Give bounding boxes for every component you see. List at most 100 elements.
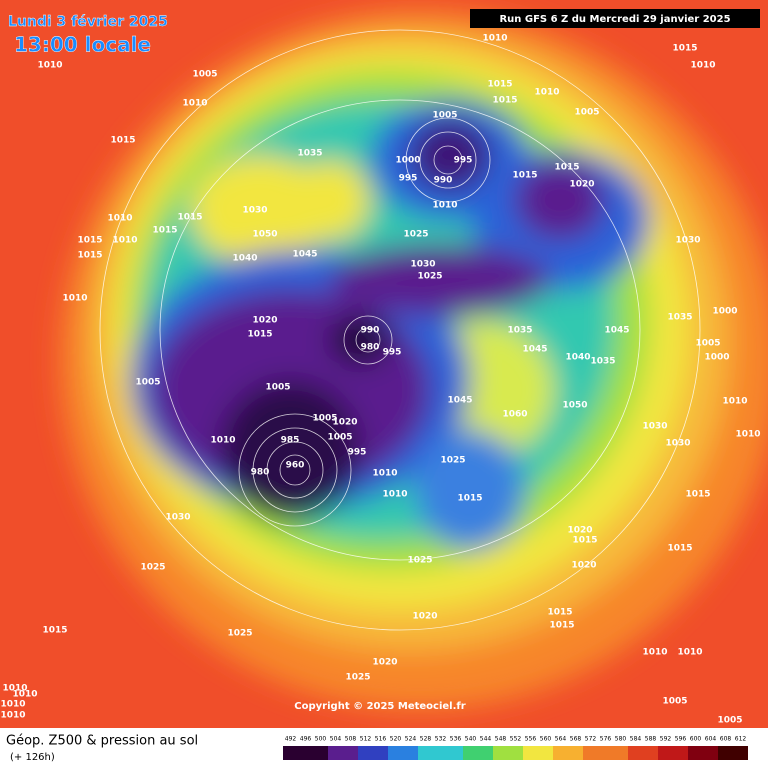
- isobar-label: 1005: [265, 383, 290, 393]
- isobar-label: 1035: [590, 357, 615, 367]
- isobar-label: 1010: [642, 648, 667, 658]
- isobar-label: 1005: [327, 433, 352, 443]
- legend-value: 564: [555, 736, 567, 743]
- isobar-label: 1015: [492, 96, 517, 106]
- color-swatch: [598, 746, 613, 760]
- isobar-label: 1015: [672, 44, 697, 54]
- color-swatch: [478, 746, 493, 760]
- legend-value: 532: [435, 736, 447, 743]
- isobar-label: 1000: [704, 353, 729, 363]
- isobar-labels: 1010100510101015103510301015101510101015…: [0, 34, 760, 726]
- isobar-label: 1010: [735, 430, 760, 440]
- isobar-label: 1010: [12, 690, 37, 700]
- legend-value: 596: [675, 736, 687, 743]
- color-swatch: [433, 746, 448, 760]
- isobar-label: 1015: [177, 213, 202, 223]
- color-swatch: [508, 746, 523, 760]
- footer-title: Géop. Z500 & pression au sol: [6, 734, 198, 749]
- isobar-label: 1015: [667, 544, 692, 554]
- isobar-label: 980: [361, 343, 380, 353]
- isobar-label: 1040: [565, 353, 590, 363]
- isobar-label: 1005: [432, 111, 457, 121]
- legend-value: 600: [690, 736, 702, 743]
- legend-value: 496: [300, 736, 312, 743]
- isobar-label: 1010: [382, 490, 407, 500]
- color-swatch: [643, 746, 658, 760]
- isobar-label: 990: [361, 326, 380, 336]
- isobar-label: 1010: [0, 700, 25, 710]
- legend-value: 552: [510, 736, 522, 743]
- isobar-label: 1015: [42, 626, 67, 636]
- legend-value: 512: [360, 736, 372, 743]
- geopotential-field: [0, 0, 768, 728]
- forecast-time: 13:00 locale: [14, 33, 151, 57]
- isobar-label: 1020: [372, 658, 397, 668]
- isobar-label: 1025: [403, 230, 428, 240]
- isobar-label: 1010: [62, 294, 87, 304]
- legend-value: 540: [465, 736, 477, 743]
- isobar-label: 1025: [407, 556, 432, 566]
- legend-value: 576: [600, 736, 612, 743]
- isobar-label: 1050: [562, 401, 587, 411]
- run-info: Run GFS 6 Z du Mercredi 29 janvier 2025: [499, 14, 730, 25]
- legend-value: 560: [540, 736, 552, 743]
- isobar-label: 1010: [482, 34, 507, 44]
- legend-value: 608: [720, 736, 732, 743]
- isobar-label: 1005: [312, 414, 337, 424]
- color-swatch: [733, 746, 748, 760]
- legend-value: 580: [615, 736, 627, 743]
- color-swatch: [463, 746, 478, 760]
- legend-value: 524: [405, 736, 417, 743]
- legend-value: 544: [480, 736, 492, 743]
- isobar-label: 1030: [665, 439, 690, 449]
- color-swatch: [553, 746, 568, 760]
- isobar-label: 1060: [502, 410, 527, 420]
- legend-value: 612: [735, 736, 747, 743]
- isobar-label: 1030: [165, 513, 190, 523]
- isobar-label: 1010: [107, 214, 132, 224]
- isobar-label: 1010: [690, 61, 715, 71]
- legend-value: 528: [420, 736, 432, 743]
- isobar-label: 1000: [712, 307, 737, 317]
- run-box: [470, 9, 760, 28]
- color-swatch: [568, 746, 583, 760]
- isobar-label: 1010: [2, 684, 27, 694]
- isobar-label: 1015: [77, 236, 102, 246]
- isobar-label: 1035: [297, 149, 322, 159]
- isobar-label: 1010: [432, 201, 457, 211]
- color-swatch: [283, 746, 298, 760]
- isobar-label: 995: [383, 348, 402, 358]
- legend-value: 492: [285, 736, 297, 743]
- color-swatch: [703, 746, 718, 760]
- isobar-label: 1035: [507, 326, 532, 336]
- isobar-label: 1050: [252, 230, 277, 240]
- legend-value: 520: [390, 736, 402, 743]
- legend-value: 516: [375, 736, 387, 743]
- isobar-label: 1015: [152, 226, 177, 236]
- isobar-label: 1020: [567, 526, 592, 536]
- isobar-label: 1010: [534, 88, 559, 98]
- isobar-label: 1005: [135, 378, 160, 388]
- color-swatch: [673, 746, 688, 760]
- isobar-label: 990: [434, 176, 453, 186]
- isobar-label: 1020: [571, 561, 596, 571]
- color-swatch: [493, 746, 508, 760]
- isobar-label: 1015: [547, 608, 572, 618]
- isobar-label: 1045: [292, 250, 317, 260]
- color-swatch: [688, 746, 703, 760]
- isobar-label: 1010: [372, 469, 397, 479]
- isobar-label: 1025: [140, 563, 165, 573]
- legend-value: 588: [645, 736, 657, 743]
- isobar-label: 985: [281, 436, 300, 446]
- isobar-label: 1015: [572, 536, 597, 546]
- isobar-label: 1020: [412, 612, 437, 622]
- color-swatch: [373, 746, 388, 760]
- isobar-label: 1020: [569, 180, 594, 190]
- isobar-label: 1025: [417, 272, 442, 282]
- color-swatch: [403, 746, 418, 760]
- isobar-label: 1015: [457, 494, 482, 504]
- legend-value: 556: [525, 736, 537, 743]
- isobar-label: 1015: [554, 163, 579, 173]
